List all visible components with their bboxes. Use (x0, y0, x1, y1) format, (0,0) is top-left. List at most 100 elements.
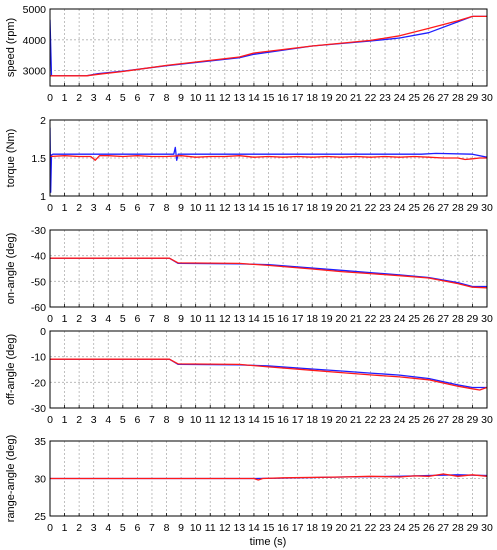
x-tick-label: 12 (219, 313, 231, 325)
y-tick-label: 1 (40, 191, 46, 203)
x-tick-label: 3 (91, 202, 97, 214)
x-tick-label: 19 (321, 522, 333, 534)
x-tick-label: 9 (178, 202, 184, 214)
x-tick-label: 1 (62, 202, 68, 214)
x-tick-label: 20 (335, 414, 347, 426)
x-tick-label: 30 (481, 522, 493, 534)
x-tick-label: 7 (149, 202, 155, 214)
x-tick-label: 26 (423, 313, 435, 325)
y-tick-label: 4000 (23, 35, 47, 47)
x-tick-label: 26 (423, 414, 435, 426)
x-tick-label: 4 (105, 313, 111, 325)
x-tick-label: 18 (306, 313, 318, 325)
x-tick-label: 21 (350, 313, 362, 325)
y-axis-label: speed (rpm) (5, 18, 17, 77)
x-tick-label: 26 (423, 522, 435, 534)
x-tick-label: 28 (452, 522, 464, 534)
x-tick-label: 11 (205, 202, 216, 214)
x-tick-label: 27 (437, 414, 449, 426)
x-tick-label: 6 (134, 313, 140, 325)
x-tick-label: 18 (306, 414, 318, 426)
x-tick-label: 25 (408, 414, 420, 426)
x-tick-label: 11 (205, 522, 216, 534)
x-tick-label: 27 (437, 522, 449, 534)
x-tick-label: 17 (292, 202, 304, 214)
x-tick-label: 21 (350, 522, 362, 534)
x-tick-label: 13 (234, 313, 246, 325)
x-tick-label: 19 (321, 92, 333, 104)
series-line-blue (50, 127, 487, 193)
x-tick-label: 17 (292, 92, 304, 104)
x-tick-label: 15 (263, 313, 275, 325)
y-axis-label: on-angle (deg) (5, 233, 17, 305)
x-tick-label: 5 (120, 313, 126, 325)
x-tick-label: 13 (234, 202, 246, 214)
y-tick-label: 5000 (23, 4, 47, 16)
series-line-red (50, 473, 487, 481)
x-tick-label: 11 (205, 313, 216, 325)
x-tick-label: 23 (379, 92, 391, 104)
x-tick-label: 8 (164, 92, 170, 104)
x-tick-label: 8 (164, 202, 170, 214)
x-tick-label: 29 (467, 414, 479, 426)
x-tick-label: 27 (437, 92, 449, 104)
x-tick-label: 30 (481, 92, 493, 104)
y-axis-label: off-angle (deg) (5, 334, 17, 405)
x-tick-label: 15 (263, 92, 275, 104)
x-tick-label: 2 (76, 92, 82, 104)
x-tick-label: 22 (365, 313, 377, 325)
series-line-red (50, 15, 487, 77)
x-tick-label: 6 (134, 92, 140, 104)
x-axis-label: time (s) (250, 536, 287, 548)
x-tick-label: 27 (437, 313, 449, 325)
x-tick-label: 6 (134, 522, 140, 534)
x-tick-label: 3 (91, 522, 97, 534)
x-tick-label: 0 (47, 92, 53, 104)
x-tick-label: 9 (178, 313, 184, 325)
x-tick-label: 26 (423, 202, 435, 214)
x-tick-label: 10 (190, 202, 202, 214)
y-tick-label: 35 (34, 436, 46, 448)
x-tick-label: 25 (408, 92, 420, 104)
x-tick-label: 24 (394, 92, 406, 104)
x-tick-label: 22 (365, 202, 377, 214)
x-tick-label: 0 (47, 313, 53, 325)
x-tick-label: 18 (306, 202, 318, 214)
series-line-red (50, 155, 487, 161)
x-tick-label: 28 (452, 92, 464, 104)
x-tick-label: 26 (423, 92, 435, 104)
x-tick-label: 11 (205, 414, 216, 426)
x-tick-label: 12 (219, 92, 231, 104)
y-axis-label: range-angle (deg) (5, 435, 17, 522)
y-tick-label: -10 (31, 352, 46, 364)
x-tick-label: 0 (47, 202, 53, 214)
x-tick-label: 8 (164, 414, 170, 426)
x-tick-label: 7 (149, 313, 155, 325)
x-tick-label: 19 (321, 313, 333, 325)
x-tick-label: 13 (234, 414, 246, 426)
panel-2: 0 1 2 3 4 5 6 7 8 9 10 11 12 13 14 15 16 17 18 19 20 21 22 23 24… (5, 115, 493, 214)
x-tick-label: 10 (190, 522, 202, 534)
x-tick-label: 30 (481, 313, 493, 325)
x-tick-label: 7 (149, 522, 155, 534)
x-tick-label: 1 (62, 313, 68, 325)
x-tick-label: 28 (452, 202, 464, 214)
y-tick-label: -50 (31, 276, 46, 288)
x-tick-label: 29 (467, 522, 479, 534)
x-tick-label: 14 (248, 202, 260, 214)
x-tick-label: 5 (120, 414, 126, 426)
x-tick-label: 25 (408, 202, 420, 214)
x-tick-label: 4 (105, 414, 111, 426)
x-tick-label: 5 (120, 522, 126, 534)
x-tick-label: 20 (335, 202, 347, 214)
x-tick-label: 28 (452, 414, 464, 426)
y-tick-label: 1.5 (31, 153, 46, 165)
x-tick-label: 14 (248, 92, 260, 104)
x-tick-label: 5 (120, 202, 126, 214)
x-tick-label: 16 (277, 313, 289, 325)
x-tick-label: 3 (91, 313, 97, 325)
x-tick-label: 21 (350, 92, 362, 104)
panel-5: 0 1 2 3 4 5 6 7 8 9 10 11 12 13 14 15 16 17 18 19 20 21 22 23 24… (5, 435, 493, 534)
y-tick-label: -30 (31, 225, 46, 237)
x-tick-label: 20 (335, 522, 347, 534)
